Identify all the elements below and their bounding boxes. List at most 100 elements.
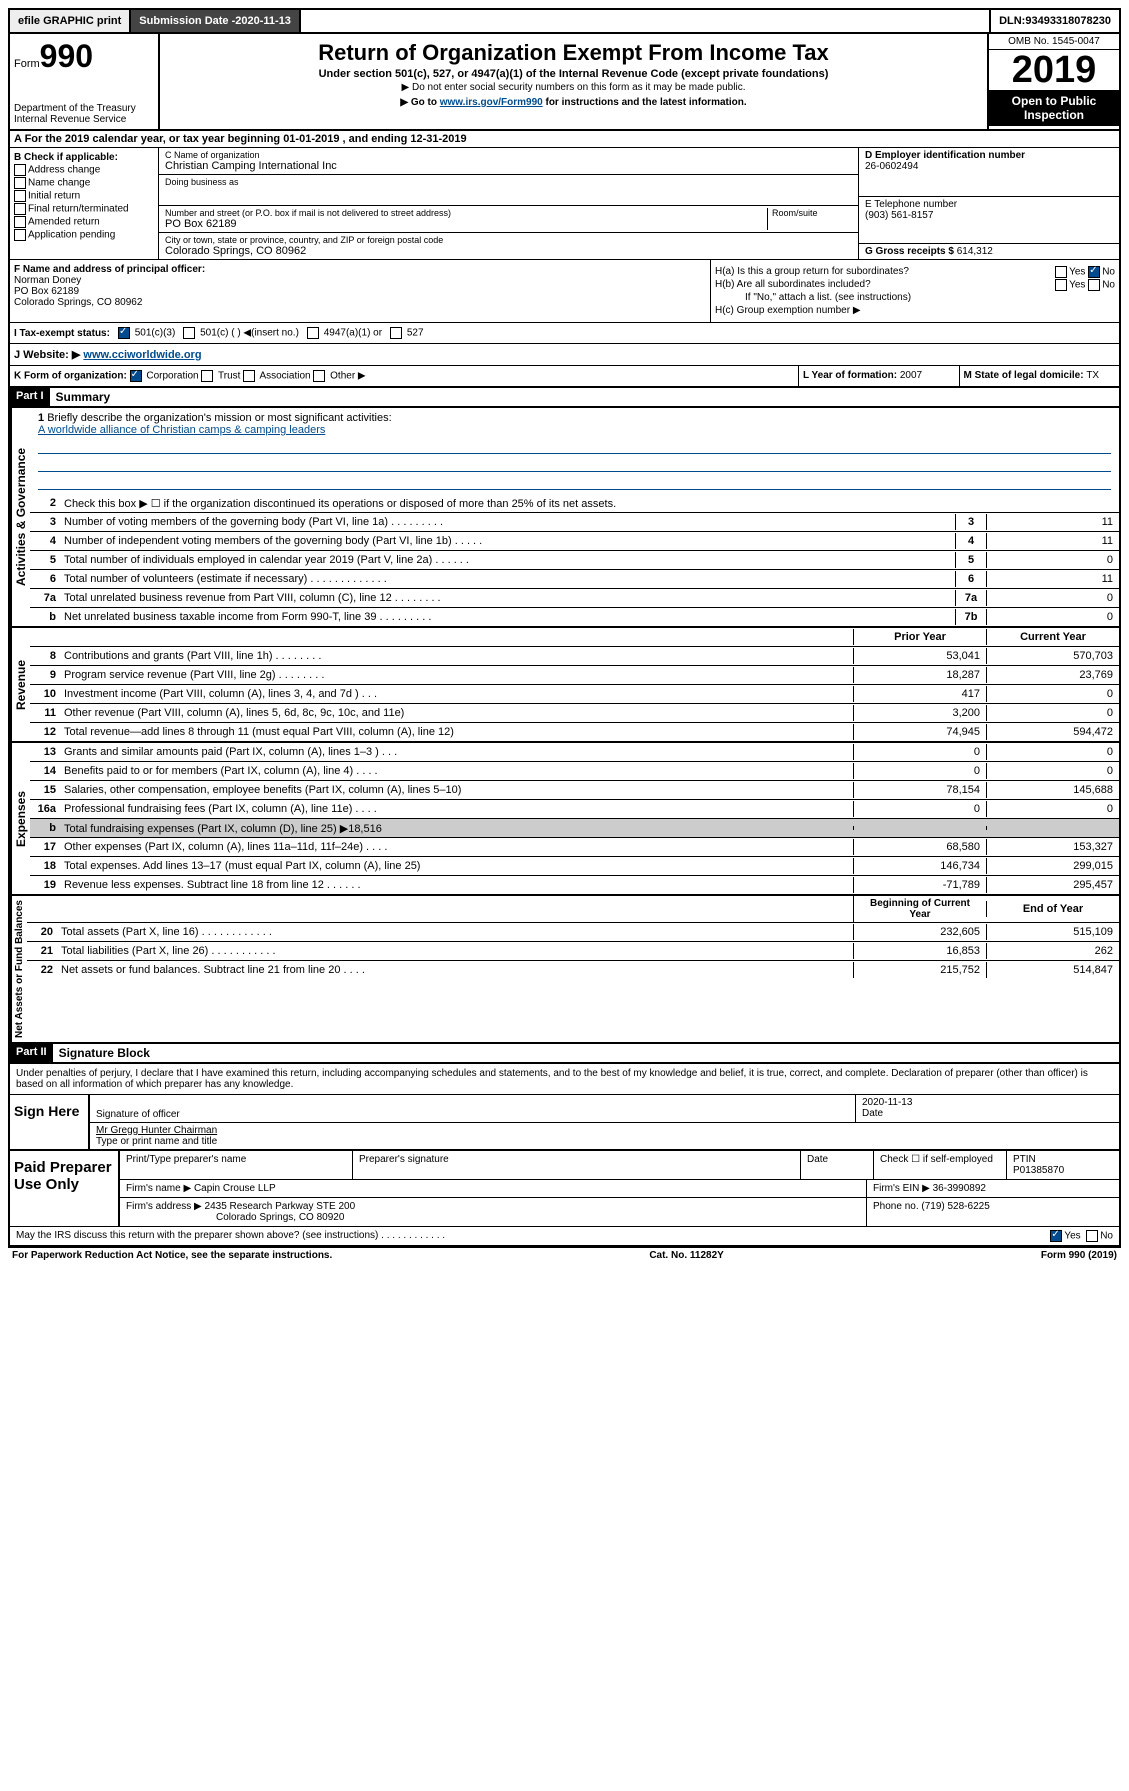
preparer-block: Paid Preparer Use Only Print/Type prepar… (10, 1149, 1119, 1226)
city-label: City or town, state or province, country… (165, 235, 852, 245)
irs-link[interactable]: www.irs.gov/Form990 (440, 97, 543, 108)
officer-typed-name: Mr Gregg Hunter Chairman (96, 1125, 217, 1136)
omb-number: OMB No. 1545-0047 (989, 34, 1119, 50)
org-name-label: C Name of organization (165, 150, 852, 160)
discuss-no[interactable] (1086, 1230, 1098, 1242)
mission-text: A worldwide alliance of Christian camps … (38, 424, 325, 436)
period-and-info: A For the 2019 calendar year, or tax yea… (8, 131, 1121, 388)
cb-other[interactable] (313, 370, 325, 382)
l-label: L Year of formation: (803, 370, 900, 381)
prep-date-lbl: Date (801, 1151, 874, 1179)
firm-phone: (719) 528-6225 (921, 1201, 989, 1212)
form-title: Return of Organization Exempt From Incom… (164, 40, 983, 66)
part1-label: Part I (10, 388, 50, 406)
cb-app-pending[interactable]: Application pending (14, 229, 154, 241)
hc-label: H(c) Group exemption number ▶ (715, 305, 1115, 316)
cb-trust[interactable] (201, 370, 213, 382)
discuss-yes[interactable] (1050, 1230, 1062, 1242)
form-header: Form990 Department of the Treasury Inter… (8, 34, 1121, 131)
end-year-hdr: End of Year (986, 901, 1119, 917)
page-footer: For Paperwork Reduction Act Notice, see … (8, 1248, 1121, 1263)
cb-name-change[interactable]: Name change (14, 177, 154, 189)
sig-date: 2020-11-13 (862, 1097, 912, 1108)
cb-501c[interactable] (183, 327, 195, 339)
ha-no[interactable] (1088, 266, 1100, 278)
cb-assoc[interactable] (243, 370, 255, 382)
vtab-revenue: Revenue (10, 628, 30, 741)
cb-corp[interactable] (130, 370, 142, 382)
header-title-block: Return of Organization Exempt From Incom… (160, 34, 987, 129)
part1-header: Part I Summary (8, 388, 1121, 408)
dba-label: Doing business as (165, 177, 852, 187)
addr-value: PO Box 62189 (165, 218, 767, 230)
room-label: Room/suite (772, 208, 852, 218)
prep-sig-lbl: Preparer's signature (353, 1151, 801, 1179)
right-info-column: D Employer identification number26-06024… (859, 148, 1119, 259)
part2-label: Part II (10, 1044, 53, 1062)
cb-501c3[interactable] (118, 327, 130, 339)
header-right: OMB No. 1545-0047 2019 Open to Public In… (987, 34, 1119, 129)
city-value: Colorado Springs, CO 80962 (165, 245, 852, 257)
efile-print-button[interactable]: efile GRAPHIC print (10, 10, 131, 32)
hb-no[interactable] (1088, 279, 1100, 291)
cb-527[interactable] (390, 327, 402, 339)
net-assets-section: Net Assets or Fund Balances Beginning of… (8, 896, 1121, 1044)
ha-yes[interactable] (1055, 266, 1067, 278)
tax-period: A For the 2019 calendar year, or tax yea… (10, 131, 1119, 148)
discuss-text: May the IRS discuss this return with the… (16, 1230, 445, 1242)
paperwork-notice: For Paperwork Reduction Act Notice, see … (12, 1250, 332, 1261)
phone-value: (903) 561-8157 (865, 210, 1113, 221)
officer-addr2: Colorado Springs, CO 80962 (14, 297, 142, 308)
m-label: M State of legal domicile: (964, 370, 1087, 381)
toolbar-spacer (301, 10, 991, 32)
sign-here-label: Sign Here (10, 1095, 90, 1149)
firm-name: Capin Crouse LLP (194, 1183, 276, 1194)
sig-officer-label: Signature of officer (96, 1109, 180, 1120)
m-value: TX (1086, 370, 1099, 381)
ptin-value: P01385870 (1013, 1165, 1064, 1176)
principal-officer: F Name and address of principal officer:… (10, 260, 711, 322)
vtab-expenses: Expenses (10, 743, 30, 894)
cb-address-change[interactable]: Address change (14, 164, 154, 176)
mission-block: 1 Briefly describe the organization's mi… (30, 408, 1119, 494)
officer-and-h: F Name and address of principal officer:… (10, 259, 1119, 322)
vtab-net: Net Assets or Fund Balances (10, 896, 27, 1042)
cb-final-return[interactable]: Final return/terminated (14, 203, 154, 215)
tax-year: 2019 (989, 50, 1119, 90)
firm-addr2: Colorado Springs, CO 80920 (126, 1212, 344, 1223)
officer-addr1: PO Box 62189 (14, 286, 79, 297)
governance-section: Activities & Governance 1 Briefly descri… (8, 408, 1121, 628)
hb-note: If "No," attach a list. (see instruction… (715, 292, 1115, 303)
form-ref: Form 990 (2019) (1041, 1250, 1117, 1261)
hb-yes[interactable] (1055, 279, 1067, 291)
signature-block: Under penalties of perjury, I declare th… (8, 1064, 1121, 1248)
j-label: J Website: ▶ (14, 349, 80, 361)
ssn-note: ▶ Do not enter social security numbers o… (164, 82, 983, 93)
form-subtitle: Under section 501(c), 527, or 4947(a)(1)… (164, 68, 983, 80)
website-link[interactable]: www.cciworldwide.org (83, 349, 201, 361)
cb-amended[interactable]: Amended return (14, 216, 154, 228)
prep-name-lbl: Print/Type preparer's name (120, 1151, 353, 1179)
firm-ein: 36-3990892 (933, 1183, 986, 1194)
officer-name: Norman Doney (14, 275, 81, 286)
cb-initial-return[interactable]: Initial return (14, 190, 154, 202)
prep-self-employed: Check ☐ if self-employed (874, 1151, 1007, 1179)
revenue-section: Revenue Prior YearCurrent Year 8Contribu… (8, 628, 1121, 743)
form-number: Form990 (14, 38, 154, 75)
perjury-text: Under penalties of perjury, I declare th… (10, 1064, 1119, 1094)
ha-label: H(a) Is this a group return for subordin… (715, 266, 909, 277)
firm-addr1: 2435 Research Parkway STE 200 (205, 1201, 356, 1212)
org-name: Christian Camping International Inc (165, 160, 852, 172)
website-row: J Website: ▶ www.cciworldwide.org (10, 343, 1119, 365)
l-value: 2007 (900, 370, 922, 381)
current-year-hdr: Current Year (986, 629, 1119, 645)
submission-date: Submission Date - 2020-11-13 (131, 10, 301, 32)
preparer-label: Paid Preparer Use Only (10, 1151, 120, 1226)
header-left: Form990 Department of the Treasury Inter… (10, 34, 160, 129)
part2-title: Signature Block (53, 1044, 156, 1062)
ein-label: D Employer identification number (865, 150, 1025, 161)
i-label: I Tax-exempt status: (14, 328, 110, 339)
prior-year-hdr: Prior Year (853, 629, 986, 645)
part1-title: Summary (50, 388, 117, 406)
cb-4947[interactable] (307, 327, 319, 339)
